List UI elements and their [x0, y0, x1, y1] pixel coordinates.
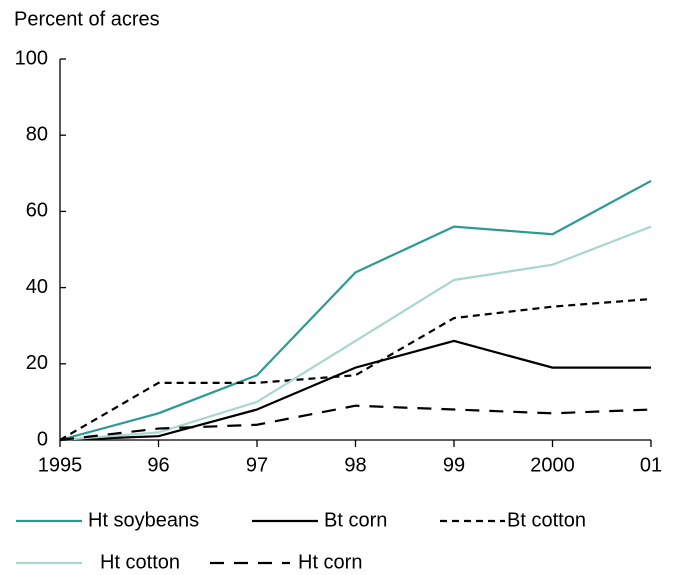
y-tick-label: 0 — [37, 428, 48, 450]
series-line — [59, 404, 652, 442]
x-tick-label: 96 — [147, 454, 169, 476]
series-line — [59, 297, 652, 441]
legend-label: Bt cotton — [507, 509, 586, 531]
x-tick-label: 98 — [344, 454, 366, 476]
series-line — [59, 339, 651, 442]
x-tick-label: 2000 — [530, 454, 575, 476]
y-tick-label: 100 — [15, 47, 48, 69]
y-tick-label: 20 — [26, 352, 48, 374]
y-tick-label: 60 — [26, 200, 48, 222]
x-tick-label: 1995 — [38, 454, 83, 476]
y-tick-label: 80 — [26, 123, 48, 145]
legend-label: Ht cotton — [100, 551, 180, 573]
legend-label: Ht soybeans — [88, 509, 199, 531]
x-tick-label: 01 — [640, 454, 662, 476]
series-line — [59, 225, 652, 442]
x-tick-label: 97 — [246, 454, 268, 476]
legend-label: Bt corn — [324, 509, 387, 531]
x-tick-label: 99 — [443, 454, 465, 476]
series-line — [59, 179, 652, 442]
legend-label: Ht corn — [298, 551, 362, 573]
y-tick-label: 40 — [26, 276, 48, 298]
y-axis-label: Percent of acres — [14, 8, 160, 30]
